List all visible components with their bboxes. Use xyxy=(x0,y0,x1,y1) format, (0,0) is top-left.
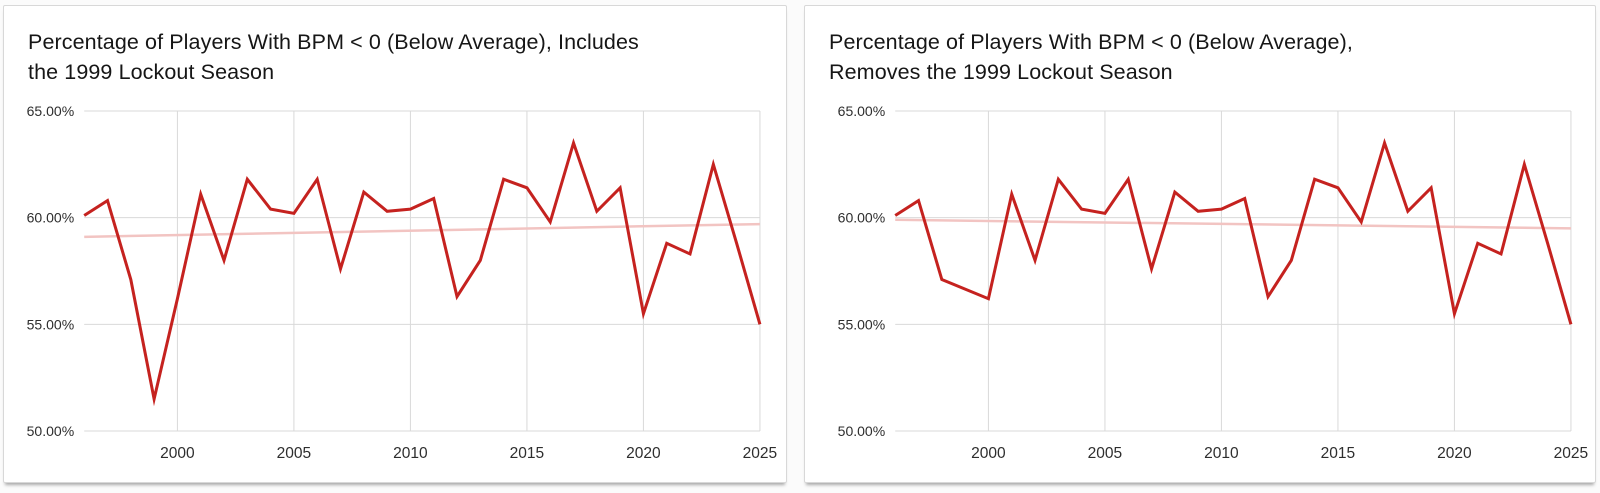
y-tick-label: 55.00% xyxy=(838,316,886,332)
x-tick-label: 2010 xyxy=(1204,445,1239,462)
x-tick-label: 2020 xyxy=(626,445,661,462)
line-chart-includes-lockout: 65.00% 60.00% 55.00% 50.00% 2000 2005 2010 2015… xyxy=(27,103,778,462)
x-tick-label: 2005 xyxy=(1088,445,1123,462)
x-tick-label: 2000 xyxy=(160,445,195,462)
x-tick-label: 2025 xyxy=(743,445,778,462)
chart-title-line-1: Percentage of Players With BPM < 0 (Belo… xyxy=(28,30,639,54)
y-tick-label: 65.00% xyxy=(838,103,886,119)
line-chart-removes-lockout: 65.00% 60.00% 55.00% 50.00% 2000 2005 2010 2015… xyxy=(838,103,1589,462)
chart-title-line-1: Percentage of Players With BPM < 0 (Belo… xyxy=(829,30,1353,54)
trend-line xyxy=(895,218,1571,230)
x-tick-label: 2010 xyxy=(393,445,428,462)
data-line xyxy=(894,138,1573,325)
y-tick-label: 60.00% xyxy=(838,210,886,226)
x-tick-label: 2000 xyxy=(971,445,1006,462)
y-tick-label: 50.00% xyxy=(838,423,886,439)
x-tick-label: 2020 xyxy=(1437,445,1472,462)
x-tick-label: 2015 xyxy=(510,445,545,462)
y-tick-label: 50.00% xyxy=(27,423,75,439)
chart-title: Percentage of Players With BPM < 0 (Belo… xyxy=(829,27,1353,87)
x-tick-label: 2015 xyxy=(1321,445,1356,462)
y-tick-label: 60.00% xyxy=(27,210,75,226)
chart-title: Percentage of Players With BPM < 0 (Belo… xyxy=(28,27,639,87)
x-tick-label: 2005 xyxy=(277,445,312,462)
x-tick-label: 2025 xyxy=(1554,445,1589,462)
chart-title-line-2: Removes the 1999 Lockout Season xyxy=(829,60,1173,84)
trend-line xyxy=(84,222,760,239)
data-line xyxy=(83,138,762,407)
chart-card-removes-lockout: Percentage of Players With BPM < 0 (Belo… xyxy=(804,5,1596,483)
y-tick-label: 65.00% xyxy=(27,103,75,119)
y-tick-label: 55.00% xyxy=(27,316,75,332)
chart-title-line-2: the 1999 Lockout Season xyxy=(28,60,275,84)
chart-card-includes-lockout: Percentage of Players With BPM < 0 (Belo… xyxy=(3,5,787,483)
